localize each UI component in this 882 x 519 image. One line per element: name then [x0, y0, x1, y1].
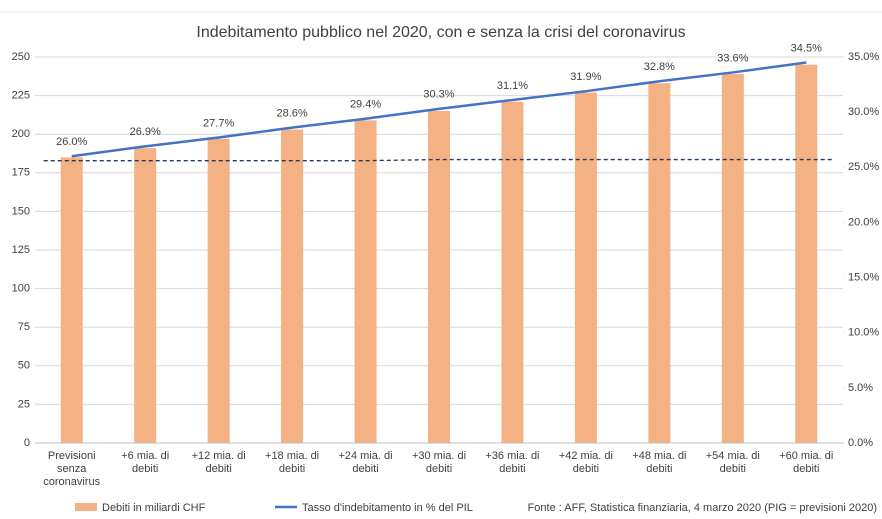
bar [795, 64, 818, 443]
x-tick-label: +18 mia. di debiti [265, 450, 320, 475]
bar [721, 73, 744, 443]
bar [574, 92, 597, 444]
y2-tick-label: 30.0% [848, 106, 879, 118]
y-tick-label: 225 [12, 90, 30, 102]
x-tick-label: +42 mia. di debiti [558, 450, 613, 475]
data-label: 34.5% [791, 42, 822, 54]
bar [428, 111, 450, 443]
data-label: 30.3% [423, 89, 454, 101]
y-tick-label: 100 [12, 283, 30, 295]
y2-tick-label: 5.0% [848, 382, 873, 394]
y-tick-label: 75 [18, 321, 30, 333]
x-tick-label: +48 mia. di debiti [632, 450, 687, 475]
y-tick-label: 125 [12, 244, 30, 256]
legend-label: Tasso d'indebitamento in % del PIL [302, 502, 473, 514]
y2-tick-label: 20.0% [848, 216, 879, 228]
y-tick-label: 250 [12, 51, 30, 63]
x-tick-label: +6 mia. di debiti [121, 450, 170, 475]
y-tick-label: 50 [18, 360, 30, 372]
x-tick-label: Previsioni senza coronavirus [43, 450, 101, 488]
bar [354, 120, 377, 443]
x-tick-label: +54 mia. di debiti [705, 450, 760, 475]
data-label: 32.8% [644, 61, 675, 73]
data-label: 33.6% [717, 52, 748, 64]
data-label: 26.0% [56, 136, 87, 148]
bar [134, 148, 157, 443]
reference-line [43, 158, 835, 162]
x-tick-label: +30 mia. di debiti [411, 450, 467, 475]
data-label: 31.9% [570, 71, 601, 83]
x-tick-label: +60 mia. di debiti [779, 450, 834, 475]
legend-swatch [75, 503, 97, 511]
y-tick-label: 0 [24, 437, 30, 449]
data-label: 26.9% [130, 126, 161, 138]
y2-tick-label: 10.0% [848, 327, 879, 339]
legend-label: Debiti in miliardi CHF [102, 502, 206, 514]
bar [60, 157, 83, 444]
source: Fonte : AFF, Statistica finanziaria, 4 m… [528, 502, 877, 514]
y2-tick-label: 35.0% [848, 51, 879, 63]
y2-tick-label: 25.0% [848, 161, 879, 173]
y-tick-label: 175 [12, 167, 30, 179]
line [71, 61, 807, 158]
data-label: 28.6% [276, 107, 307, 119]
data-label: 31.1% [497, 80, 528, 92]
bar [648, 83, 671, 444]
chart-title: Indebitamento pubblico nel 2020, con e s… [196, 24, 685, 41]
y2-tick-label: 15.0% [848, 271, 879, 283]
y-tick-label: 150 [12, 205, 30, 217]
bar [501, 101, 524, 443]
y-tick-label: 25 [18, 398, 30, 410]
bar [207, 138, 230, 443]
x-tick-label: +24 mia. di debiti [338, 450, 393, 475]
x-tick-label: +12 mia. di debiti [191, 450, 246, 475]
x-tick-label: +36 mia. di debiti [485, 450, 540, 475]
y2-tick-label: 0.0% [848, 437, 873, 449]
y-tick-label: 200 [12, 128, 30, 140]
data-label: 29.4% [350, 99, 381, 111]
bar [281, 129, 304, 443]
data-label: 27.7% [203, 117, 234, 129]
